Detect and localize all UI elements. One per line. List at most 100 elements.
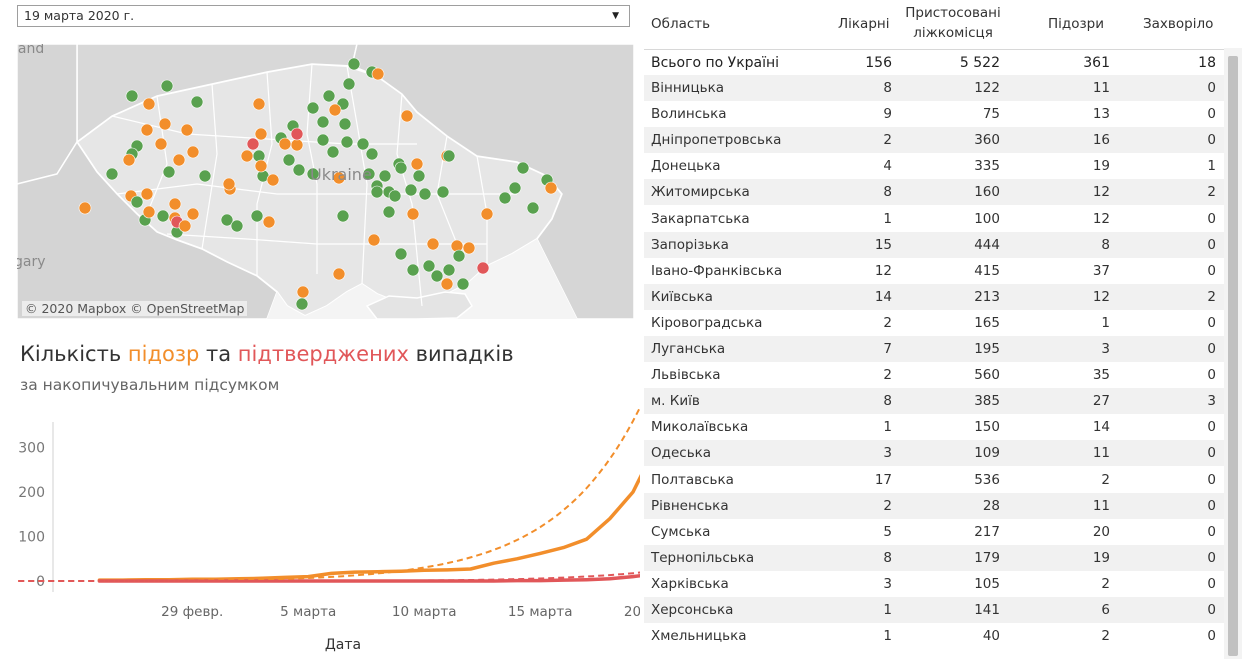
map-attribution[interactable]: © 2020 Mapbox © OpenStreetMap [22,301,248,316]
hospital-marker[interactable] [426,237,440,251]
hospital-marker[interactable] [378,169,392,183]
table-row[interactable]: Одеська 3 109 11 0 [644,440,1224,467]
hospital-marker[interactable] [326,145,340,159]
table-row[interactable]: Луганська 7 195 3 0 [644,336,1224,362]
hospital-marker[interactable] [400,109,414,123]
hospital-marker[interactable] [480,207,494,221]
column-header-hospitals[interactable]: Лікарні [838,16,890,32]
hospital-marker[interactable] [508,181,522,195]
hospital-marker[interactable] [186,207,200,221]
table-row[interactable]: Полтавська 17 536 2 0 [644,467,1224,493]
hospital-marker[interactable] [342,77,356,91]
hospital-marker[interactable] [296,285,310,299]
hospital-marker[interactable] [328,103,342,117]
hospital-marker[interactable] [290,127,304,141]
table-row[interactable]: Дніпропетровська 2 360 16 0 [644,127,1224,154]
hospital-marker[interactable] [292,163,306,177]
hospital-marker[interactable] [262,215,276,229]
hospital-marker[interactable] [316,133,330,147]
hospital-marker[interactable] [422,259,436,273]
hospital-marker[interactable] [254,159,268,173]
hospital-marker[interactable] [322,89,336,103]
hospital-marker[interactable] [430,269,444,283]
table-row[interactable]: Херсонська 1 141 6 0 [644,597,1224,623]
hospital-marker[interactable] [442,263,456,277]
hospital-marker[interactable] [172,153,186,167]
hospital-marker[interactable] [356,137,370,151]
table-row[interactable]: Кіровоградська 2 165 1 0 [644,310,1224,336]
hospital-marker[interactable] [462,241,476,255]
hospital-marker[interactable] [388,189,402,203]
hospital-marker[interactable] [476,261,490,275]
hospital-marker[interactable] [316,115,330,129]
hospital-marker[interactable] [156,209,170,223]
table-row-total[interactable]: Всього по Україні 156 5 522 361 18 [644,49,1224,76]
table-row[interactable]: Миколаївська 1 150 14 0 [644,414,1224,440]
hospital-marker[interactable] [498,191,512,205]
hospital-marker[interactable] [295,297,309,311]
hospital-marker[interactable] [222,177,236,191]
table-row[interactable]: Донецька 4 335 19 1 [644,153,1224,179]
hospital-marker[interactable] [158,117,172,131]
column-header-sick[interactable]: Захворіло [1143,16,1214,32]
hospital-marker[interactable] [162,165,176,179]
table-scrollbar-thumb[interactable] [1228,56,1238,656]
hospital-marker[interactable] [78,201,92,215]
hospital-marker[interactable] [442,149,456,163]
hospital-marker[interactable] [440,277,454,291]
hospital-marker[interactable] [410,157,424,171]
hospital-marker[interactable] [332,267,346,281]
table-row[interactable]: Волинська 9 75 13 0 [644,101,1224,127]
table-row[interactable]: м. Київ 8 385 27 3 [644,388,1224,415]
table-row[interactable]: Запорізька 15 444 8 0 [644,231,1224,258]
hospital-marker[interactable] [190,95,204,109]
hospital-marker[interactable] [404,183,418,197]
hospital-marker[interactable] [306,167,320,181]
hospital-marker[interactable] [154,137,168,151]
hospital-marker[interactable] [254,127,268,141]
hospital-marker[interactable] [347,57,361,71]
hospital-marker[interactable] [252,97,266,111]
hospital-marker[interactable] [412,169,426,183]
dropdown-arrow-icon[interactable]: ▼ [612,11,619,21]
column-header-suspected[interactable]: Підозри [1048,16,1105,32]
hospital-marker[interactable] [180,123,194,137]
hospital-marker[interactable] [266,173,280,187]
hospital-marker[interactable] [105,167,119,181]
hospital-marker[interactable] [406,263,420,277]
hospital-marker[interactable] [230,219,244,233]
hospital-marker[interactable] [340,135,354,149]
map-view[interactable]: land gary Ukraine © 2020 Mapbox © OpenSt… [17,44,634,319]
hospital-marker[interactable] [367,233,381,247]
hospital-marker[interactable] [456,277,470,291]
table-row[interactable]: Житомирська 8 160 12 2 [644,179,1224,206]
hospital-marker[interactable] [394,161,408,175]
column-header-region[interactable]: Область [651,16,711,32]
hospital-marker[interactable] [332,171,346,185]
hospital-marker[interactable] [452,249,466,263]
hospital-marker[interactable] [246,137,260,151]
hospital-marker[interactable] [290,138,304,152]
hospital-marker[interactable] [406,207,420,221]
hospital-marker[interactable] [394,247,408,261]
table-row[interactable]: Київська 14 213 12 2 [644,283,1224,310]
hospital-marker[interactable] [142,205,156,219]
hospital-marker[interactable] [544,181,558,195]
hospital-marker[interactable] [140,123,154,137]
table-row[interactable]: Харківська 3 105 2 0 [644,571,1224,597]
hospital-marker[interactable] [371,67,385,81]
hospital-marker[interactable] [140,187,154,201]
table-row[interactable]: Івано-Франківська 12 415 37 0 [644,258,1224,284]
table-row[interactable]: Сумська 5 217 20 0 [644,519,1224,545]
hospital-marker[interactable] [278,137,292,151]
hospital-marker[interactable] [436,185,450,199]
column-header-beds[interactable]: Пристосовані ліжкомісця [902,5,1004,42]
hospital-marker[interactable] [250,209,264,223]
table-row[interactable]: Вінницька 8 122 11 0 [644,75,1224,101]
hospital-marker[interactable] [220,213,234,227]
hospital-marker[interactable] [130,195,144,209]
hospital-marker[interactable] [142,97,156,111]
trend-line-suspected[interactable] [18,400,640,582]
hospital-marker[interactable] [362,167,376,181]
